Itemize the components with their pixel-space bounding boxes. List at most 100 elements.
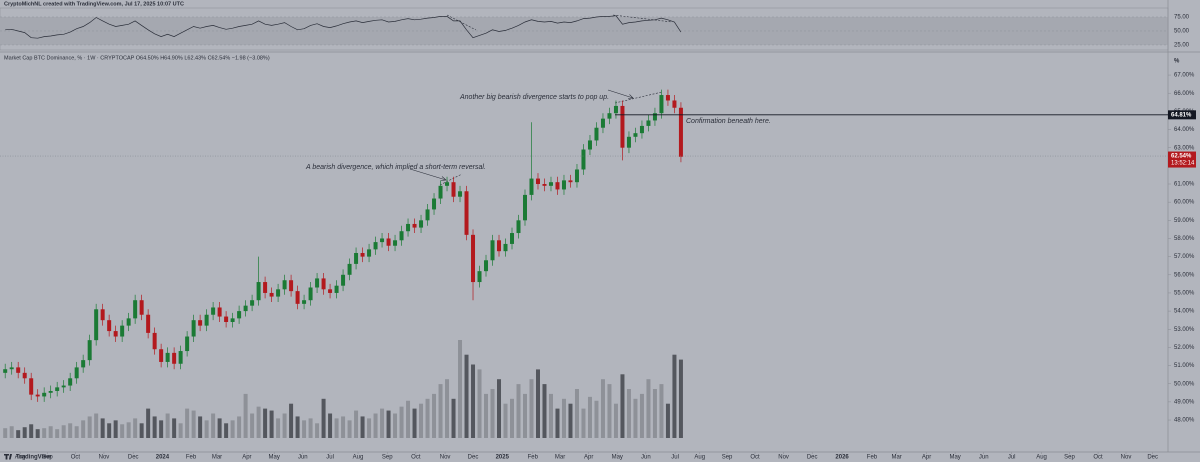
volume-bar <box>607 384 612 438</box>
candle-body <box>458 191 463 197</box>
volume-bar <box>510 398 515 438</box>
volume-bar <box>503 403 508 438</box>
volume-bar <box>555 408 560 438</box>
x-tick-label: Jul <box>326 455 334 461</box>
candle-body <box>425 209 430 221</box>
candle-body <box>321 278 326 290</box>
candle-body <box>360 253 365 257</box>
volume-bar <box>451 398 456 438</box>
x-tick-label: Sep <box>722 455 733 461</box>
candle-body <box>256 282 261 301</box>
volume-bar <box>9 426 14 438</box>
x-tick-label: May <box>949 455 960 461</box>
candle-body <box>217 307 222 317</box>
x-tick-label: Sep <box>382 455 393 461</box>
volume-bar <box>484 393 489 438</box>
candle-body <box>412 223 417 228</box>
volume-bar <box>224 423 229 438</box>
candle-body <box>237 311 242 319</box>
volume-bar <box>399 406 404 438</box>
volume-bar <box>646 379 651 438</box>
volume-bar <box>613 403 618 438</box>
arrow <box>409 168 447 181</box>
volume-bar <box>165 413 170 438</box>
candle-body <box>133 300 138 319</box>
candle-body <box>9 367 14 370</box>
volume-bar <box>126 422 131 438</box>
volume-bar <box>178 423 183 438</box>
volume-bar <box>672 354 677 438</box>
volume-bar <box>159 420 164 438</box>
arrow <box>607 89 634 99</box>
y-tick-label: 60.00% <box>1174 200 1195 206</box>
unit-label: % <box>1174 59 1180 65</box>
candle-body <box>555 182 560 190</box>
price-label: 64.81% <box>1171 112 1192 118</box>
candle-body <box>607 113 612 119</box>
candle-body <box>477 271 482 283</box>
candle-body <box>503 243 508 252</box>
volume-bar <box>289 403 294 438</box>
candle-body <box>276 289 281 297</box>
x-tick-label: Dec <box>1147 455 1158 461</box>
x-tick-label: Nov <box>99 455 110 461</box>
volume-bar <box>243 393 248 438</box>
volume-bar <box>633 398 638 438</box>
y-tick-label: 58.00% <box>1174 236 1195 242</box>
volume-bar <box>367 418 372 438</box>
candle-body <box>185 336 190 352</box>
candle-body <box>87 340 92 361</box>
volume-bars <box>3 340 683 438</box>
volume-bar <box>146 408 151 438</box>
volume-bar <box>438 384 443 438</box>
volume-bar <box>594 400 599 438</box>
candle-body <box>55 387 60 391</box>
volume-bar <box>250 413 255 438</box>
volume-bar <box>120 424 125 438</box>
volume-bar <box>678 359 683 438</box>
candle-body <box>3 369 8 373</box>
rsi-tick-label: 75.00 <box>1174 15 1190 21</box>
candle-body <box>198 320 203 326</box>
volume-bar <box>471 364 476 438</box>
volume-bar <box>458 340 463 438</box>
volume-bar <box>535 369 540 438</box>
candle-body <box>613 105 618 114</box>
volume-bar <box>204 420 209 438</box>
volume-bar <box>419 403 424 438</box>
volume-bar <box>477 369 482 438</box>
x-tick-label: Apr <box>584 455 593 461</box>
volume-bar <box>574 389 579 438</box>
candle-body <box>315 278 320 288</box>
candle-body <box>419 220 424 228</box>
volume-bar <box>61 425 66 438</box>
volume-bar <box>172 418 177 438</box>
price-label: 62.54% <box>1171 154 1192 160</box>
volume-bar <box>256 406 261 438</box>
candle-body <box>48 390 53 393</box>
x-tick-label: Sep <box>42 455 53 461</box>
volume-bar <box>412 408 417 438</box>
candle-body <box>646 120 651 126</box>
y-tick-label: 53.00% <box>1174 327 1195 333</box>
countdown: 13:52:14 <box>1171 161 1195 167</box>
volume-bar <box>328 413 333 438</box>
candle-body <box>432 198 437 210</box>
candle-body <box>113 331 118 337</box>
x-tick-label: Feb <box>528 455 539 461</box>
candle-body <box>165 352 170 362</box>
y-tick-label: 63.00% <box>1174 145 1195 151</box>
volume-bar <box>490 389 495 438</box>
y-tick-label: 64.00% <box>1174 127 1195 133</box>
candle-body <box>510 233 515 244</box>
volume-bar <box>497 379 502 438</box>
candle-body <box>490 240 495 261</box>
candles <box>3 89 683 402</box>
volume-bar <box>347 420 352 438</box>
volume-bar <box>360 416 365 438</box>
candle-body <box>120 325 125 337</box>
volume-bar <box>665 403 670 438</box>
volume-bar <box>133 418 138 438</box>
